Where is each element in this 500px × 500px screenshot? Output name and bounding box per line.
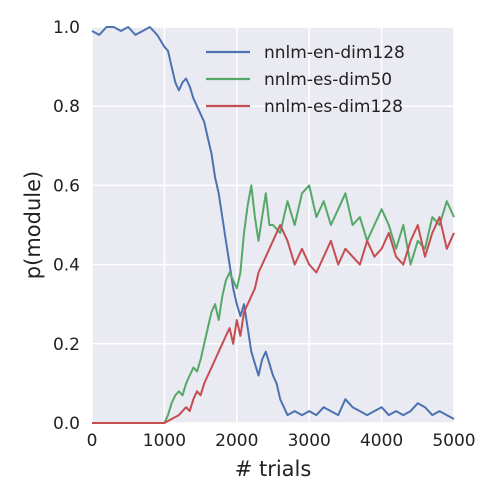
legend-label-nnlm-es-dim128: nnlm-es-dim128 [264, 97, 403, 117]
x-tick-label-3: 3000 [288, 431, 331, 451]
series-line-nnlm-es-dim50 [92, 184, 455, 424]
y-tick-label-2: 0.4 [53, 256, 80, 276]
x-axis-ticks: 0 1000 2000 3000 4000 5000 [87, 431, 476, 451]
x-tick-label-5: 5000 [432, 431, 475, 451]
y-axis-ticks: 0.0 0.2 0.4 0.6 0.8 1.0 [53, 18, 80, 434]
x-tick-label-2: 2000 [215, 431, 258, 451]
series-layer [91, 26, 455, 424]
y-tick-label-5: 1.0 [53, 18, 80, 38]
x-tick-label-4: 4000 [360, 431, 403, 451]
legend-label-nnlm-en-dim128: nnlm-en-dim128 [264, 43, 405, 63]
legend-label-nnlm-es-dim50: nnlm-es-dim50 [264, 70, 392, 90]
y-tick-label-4: 0.8 [53, 97, 80, 117]
series-line-nnlm-en-dim128 [91, 26, 455, 420]
y-tick-label-0: 0.0 [53, 414, 80, 434]
series-line-nnlm-es-dim128 [92, 216, 455, 424]
legend: nnlm-en-dim128 nnlm-es-dim50 nnlm-es-dim12… [206, 43, 405, 117]
x-tick-label-0: 0 [87, 431, 98, 451]
y-tick-label-1: 0.2 [53, 335, 80, 355]
grid-lines [91, 26, 455, 424]
x-axis-title: # trials [235, 457, 312, 481]
y-tick-label-3: 0.6 [53, 176, 80, 196]
x-tick-label-1: 1000 [143, 431, 186, 451]
y-axis-title: p(module) [21, 171, 45, 279]
